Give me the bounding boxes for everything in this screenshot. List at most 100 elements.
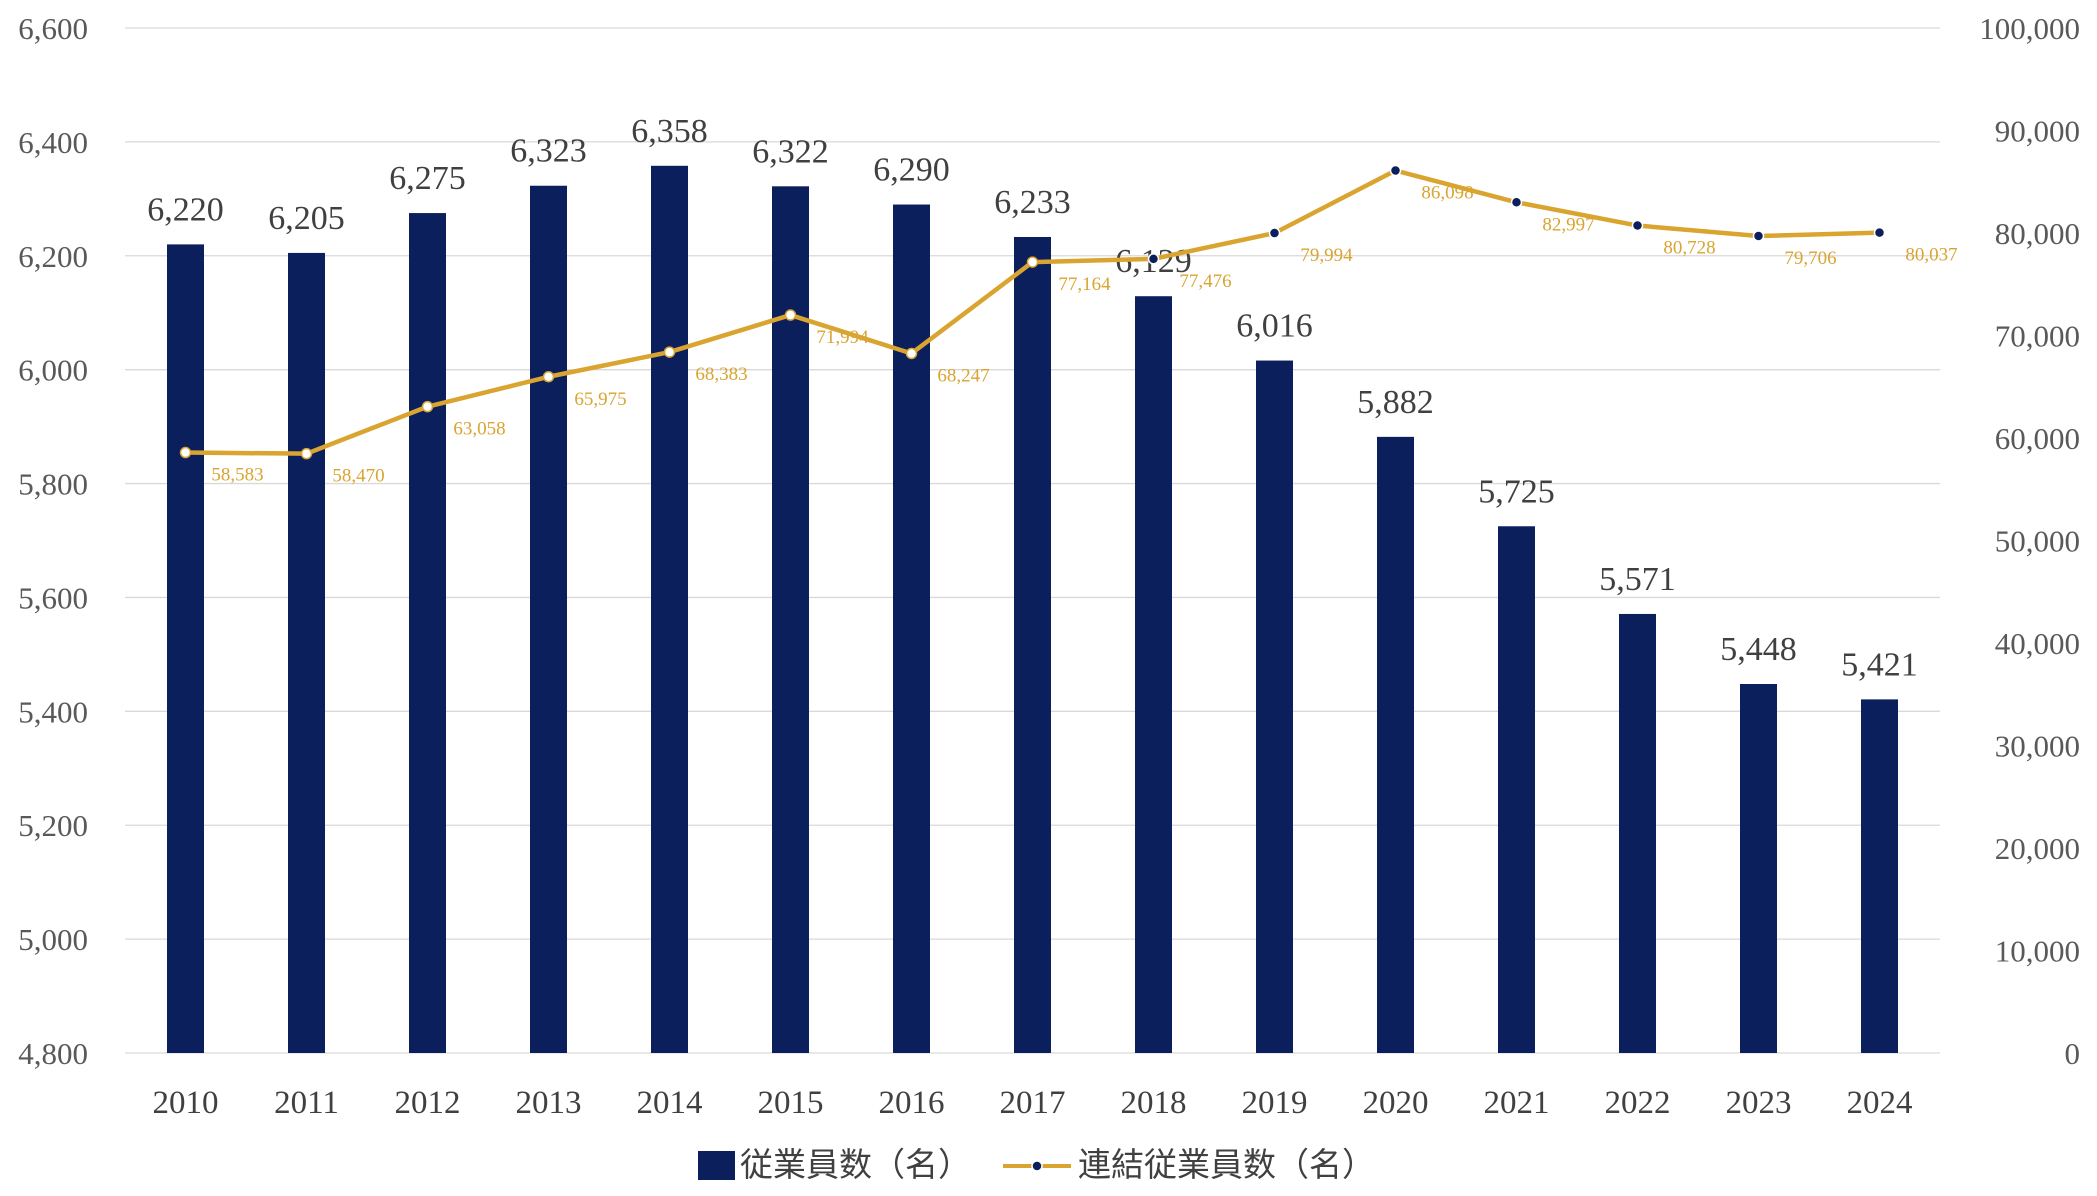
line-point bbox=[179, 446, 192, 459]
bar bbox=[893, 204, 930, 1053]
line-point bbox=[1631, 219, 1644, 232]
line-point bbox=[421, 400, 434, 413]
left-tick-label: 5,600 bbox=[18, 580, 88, 615]
x-tick-label: 2011 bbox=[274, 1085, 339, 1121]
bar-data-label: 6,290 bbox=[873, 152, 950, 189]
x-tick-label: 2017 bbox=[1000, 1085, 1066, 1121]
bar bbox=[288, 252, 325, 1054]
left-tick-label: 5,000 bbox=[18, 922, 88, 957]
bar-data-label: 6,233 bbox=[994, 184, 1071, 221]
line-data-label: 80,037 bbox=[1905, 245, 1957, 266]
line-data-label: 68,383 bbox=[695, 364, 747, 385]
line-point bbox=[1268, 227, 1281, 239]
line-point bbox=[784, 309, 797, 321]
line-point bbox=[1389, 164, 1402, 177]
bar bbox=[167, 244, 204, 1053]
bar bbox=[651, 165, 688, 1054]
x-tick-label: 2012 bbox=[395, 1085, 461, 1121]
line-data-labels: 58,583 58,470 63,058 65,975 68,383 71,994 68,2… bbox=[211, 182, 1957, 486]
line-point bbox=[663, 346, 676, 358]
bar bbox=[1256, 360, 1293, 1053]
bar-data-label: 6,358 bbox=[631, 113, 708, 150]
right-tick-label: 30,000 bbox=[1995, 729, 2080, 764]
bar-data-label: 6,220 bbox=[147, 191, 224, 228]
line-data-label: 80,728 bbox=[1663, 238, 1715, 259]
bar bbox=[409, 213, 446, 1053]
line-point bbox=[1873, 226, 1886, 239]
line-data-label: 86,098 bbox=[1421, 182, 1473, 203]
bar-data-labels: 6,220 6,205 6,275 6,323 6,358 6,322 6,290 6,233… bbox=[147, 113, 1918, 684]
line-data-label: 58,583 bbox=[211, 465, 263, 486]
left-tick-label: 6,200 bbox=[18, 239, 88, 274]
x-tick-label: 2024 bbox=[1847, 1085, 1913, 1121]
legend-line-label: 連結従業員数（名） bbox=[1078, 1145, 1375, 1184]
bar-data-label: 6,322 bbox=[752, 133, 829, 170]
x-tick-label: 2022 bbox=[1605, 1085, 1671, 1121]
bar-data-label: 5,882 bbox=[1357, 384, 1434, 421]
x-tick-label: 2013 bbox=[516, 1085, 582, 1121]
line-data-label: 79,706 bbox=[1784, 248, 1836, 269]
x-tick-label: 2014 bbox=[637, 1085, 703, 1121]
right-tick-label: 0 bbox=[2065, 1036, 2081, 1071]
right-y-axis: 0 10,000 20,000 30,000 40,000 50,000 60,000 70,… bbox=[1979, 11, 2080, 1071]
bar bbox=[1740, 684, 1777, 1053]
bar bbox=[1619, 613, 1656, 1053]
right-tick-label: 10,000 bbox=[1995, 934, 2080, 969]
line-point bbox=[1026, 256, 1039, 268]
bar bbox=[1135, 296, 1172, 1053]
line-point bbox=[542, 371, 555, 383]
x-tick-label: 2019 bbox=[1242, 1085, 1308, 1121]
legend: 従業員数（名） 連結従業員数（名） bbox=[698, 1145, 1375, 1184]
x-tick-label: 2018 bbox=[1121, 1085, 1187, 1121]
left-y-axis: 4,800 5,000 5,200 5,400 5,600 5,800 6,000 6,200… bbox=[18, 11, 88, 1071]
right-tick-label: 40,000 bbox=[1995, 626, 2080, 661]
bar-data-label: 6,275 bbox=[389, 160, 466, 197]
legend-bar-label: 従業員数（名） bbox=[740, 1145, 971, 1184]
bar bbox=[530, 185, 567, 1054]
x-tick-label: 2020 bbox=[1363, 1085, 1429, 1121]
bar-series bbox=[167, 165, 1898, 1054]
bar-data-label: 6,016 bbox=[1236, 308, 1313, 345]
line-data-label: 77,164 bbox=[1058, 274, 1111, 295]
right-tick-label: 80,000 bbox=[1995, 216, 2080, 251]
x-tick-label: 2021 bbox=[1484, 1085, 1550, 1121]
right-tick-label: 90,000 bbox=[1995, 114, 2080, 149]
line-data-label: 71,994 bbox=[816, 327, 869, 348]
right-tick-label: 100,000 bbox=[1979, 11, 2080, 46]
bar-data-label: 5,421 bbox=[1841, 646, 1918, 683]
bar-data-label: 6,205 bbox=[268, 200, 345, 237]
line-point bbox=[300, 447, 313, 460]
left-tick-label: 5,200 bbox=[18, 808, 88, 843]
line-point bbox=[905, 347, 918, 360]
line-data-label: 63,058 bbox=[453, 419, 505, 440]
left-tick-label: 4,800 bbox=[18, 1036, 88, 1071]
bar-data-label: 5,448 bbox=[1720, 631, 1797, 668]
x-tick-label: 2010 bbox=[153, 1085, 219, 1121]
left-tick-label: 6,600 bbox=[18, 11, 88, 46]
line-point bbox=[1147, 253, 1160, 265]
bar-data-label: 5,725 bbox=[1478, 473, 1555, 510]
bar-data-label: 6,323 bbox=[510, 133, 587, 170]
line-point bbox=[1752, 230, 1765, 242]
left-tick-label: 5,400 bbox=[18, 694, 88, 729]
x-tick-label: 2023 bbox=[1726, 1085, 1792, 1121]
left-tick-label: 5,800 bbox=[18, 467, 88, 502]
legend-line-marker bbox=[1031, 1160, 1043, 1172]
right-tick-label: 60,000 bbox=[1995, 421, 2080, 456]
line-data-label: 82,997 bbox=[1542, 214, 1594, 235]
line-data-label: 65,975 bbox=[574, 389, 626, 410]
line-series bbox=[179, 164, 1886, 460]
right-tick-label: 50,000 bbox=[1995, 524, 2080, 559]
x-tick-label: 2016 bbox=[879, 1085, 945, 1121]
bar bbox=[1861, 699, 1898, 1053]
line-data-label: 77,476 bbox=[1179, 271, 1231, 292]
bar-data-label: 5,571 bbox=[1599, 561, 1676, 598]
bar bbox=[1498, 526, 1535, 1053]
x-axis: 2010 2011 2012 2013 2014 2015 2016 2017 2018 2019… bbox=[153, 1085, 1913, 1121]
legend-bar-swatch bbox=[698, 1151, 735, 1180]
right-tick-label: 20,000 bbox=[1995, 831, 2080, 866]
right-tick-label: 70,000 bbox=[1995, 319, 2080, 354]
bar bbox=[772, 186, 809, 1054]
x-tick-label: 2015 bbox=[758, 1085, 824, 1121]
